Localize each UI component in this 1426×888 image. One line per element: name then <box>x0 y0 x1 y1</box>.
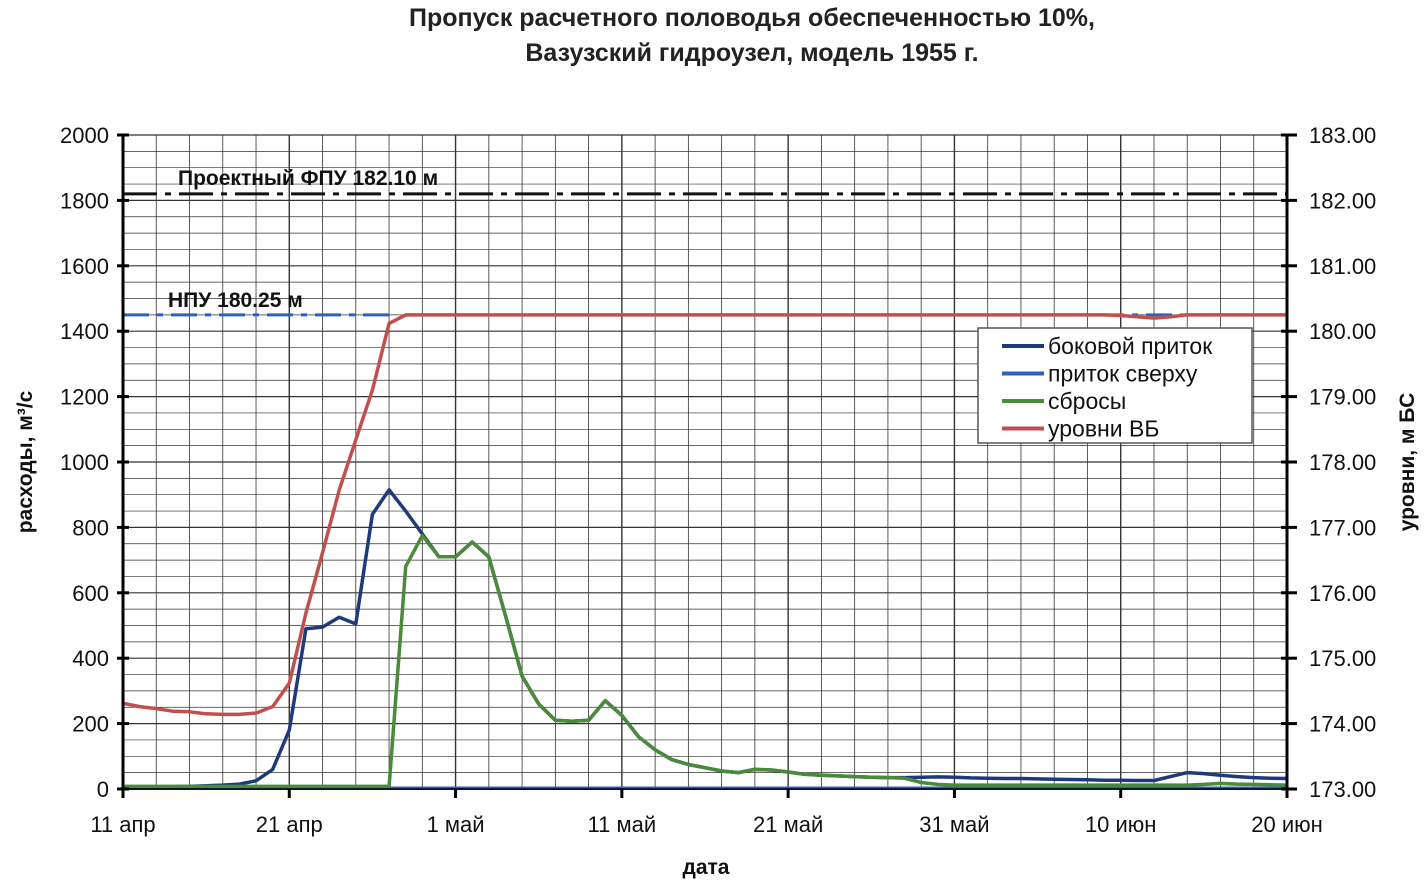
y-right-tick-label: 182.00 <box>1309 188 1376 213</box>
series-line-2 <box>123 533 1288 789</box>
y-left-tick-label: 1000 <box>60 450 109 475</box>
y-right-tick-label: 177.00 <box>1309 515 1376 540</box>
y-left-tick-label: 1600 <box>60 254 109 279</box>
x-tick-label: 20 июн <box>1251 812 1323 837</box>
y-left-tick-label: 2000 <box>60 123 109 148</box>
x-tick-label: 1 май <box>427 812 485 837</box>
x-axis-label: дата <box>683 856 730 879</box>
y-left-tick-label: 0 <box>97 777 109 802</box>
y-left-tick-label: 1200 <box>60 385 109 410</box>
series-line-0 <box>123 488 1288 790</box>
y-right-tick-label: 175.00 <box>1309 646 1376 671</box>
y-left-tick-label: 1800 <box>60 188 109 213</box>
x-tick-label: 21 май <box>753 812 823 837</box>
x-tick-label: 31 май <box>919 812 989 837</box>
y-left-axis-label: расходы, м³/с <box>14 390 37 533</box>
reference-label-fpu: Проектный ФПУ 182.10 м <box>178 167 438 190</box>
legend-label: уровни ВБ <box>1048 416 1159 442</box>
y-left-tick-label: 1400 <box>60 319 109 344</box>
y-right-tick-label: 181.00 <box>1309 254 1376 279</box>
x-tick-label: 10 июн <box>1085 812 1157 837</box>
x-tick-label: 11 май <box>588 812 657 837</box>
legend-label: боковой приток <box>1048 333 1213 359</box>
reference-lines: Проектный ФПУ 182.10 м НПУ 180.25 м <box>123 167 1287 317</box>
legend-label: приток сверху <box>1048 361 1198 387</box>
y-right-tick-label: 176.00 <box>1309 581 1376 606</box>
x-tick-label: 21 апр <box>256 812 323 837</box>
y-right-axis-label: уровни, м БС <box>1396 393 1419 532</box>
y-left-tick-label: 400 <box>72 646 109 671</box>
y-right-tick-label: 178.00 <box>1309 450 1376 475</box>
axes: 0 200 400 600 800 1000 1200 1400 1600 1800 2000 173… <box>60 123 1376 837</box>
grid <box>122 134 1288 790</box>
y-left-tick-label: 600 <box>72 581 109 606</box>
y-left-tick-label: 800 <box>72 515 109 540</box>
legend-label: сбросы <box>1048 388 1126 414</box>
y-left-tick-label: 200 <box>72 712 109 737</box>
y-right-tick-label: 179.00 <box>1309 385 1376 410</box>
y-right-tick-label: 183.00 <box>1309 123 1376 148</box>
y-right-tick-label: 174.00 <box>1309 712 1376 737</box>
chart-title-line-1: Пропуск расчетного половодья обеспеченно… <box>409 4 1095 32</box>
y-right-tick-label: 173.00 <box>1309 777 1376 802</box>
x-tick-label: 11 апр <box>90 812 155 837</box>
reference-label-npu: НПУ 180.25 м <box>168 289 303 312</box>
chart-title-line-2: Вазузский гидроузел, модель 1955 г. <box>525 39 978 67</box>
y-right-tick-label: 180.00 <box>1309 319 1376 344</box>
series-line-3 <box>122 313 1287 717</box>
